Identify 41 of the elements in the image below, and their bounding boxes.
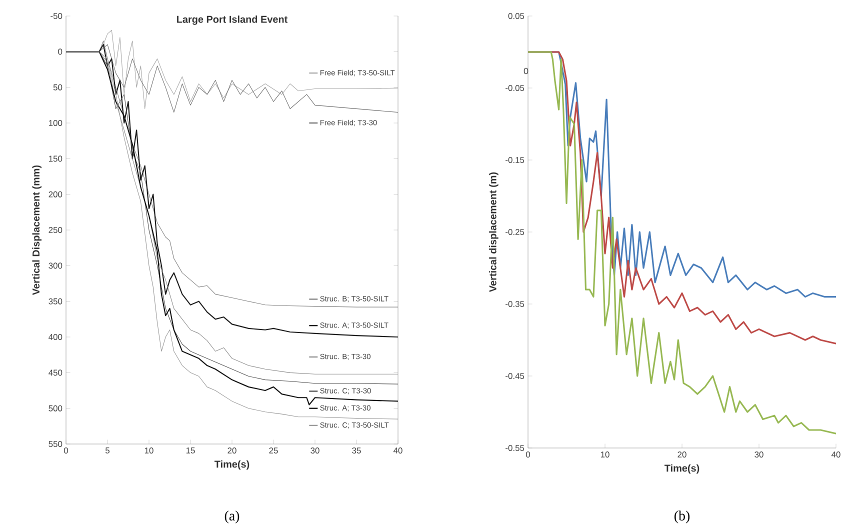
y-tick-label: 100 — [48, 120, 62, 126]
x-tick-label: 10 — [144, 448, 154, 454]
y-tick-label: 0 — [58, 48, 62, 55]
x-tick-label: 0 — [64, 448, 68, 454]
x-tick-label: 35 — [352, 448, 361, 454]
x-axis-title: Time(s) — [214, 460, 250, 470]
x-tick-label: 20 — [678, 452, 686, 458]
y-tick-label: 300 — [48, 262, 62, 269]
text: (a) — [224, 510, 240, 524]
y-axis-title: Vertical Displacement (mm) — [32, 165, 42, 295]
x-axis-title: Time(s) — [664, 464, 700, 474]
y-tick-label: 50 — [53, 84, 62, 90]
x-tick-label: 0 — [526, 452, 530, 458]
x-tick-label: 15 — [186, 448, 195, 454]
y-axis-title: Vertical displacement (m) — [489, 172, 498, 292]
y-tick-label: -0.25 — [506, 229, 524, 235]
y-tick-label: 200 — [48, 191, 62, 198]
y-tick-label: -0.45 — [506, 373, 524, 379]
y-tick-label: -0.35 — [506, 301, 524, 307]
y-tick-label: 400 — [48, 334, 62, 340]
x-tick-label: 30 — [754, 452, 764, 458]
x-tick-label: 5 — [105, 448, 110, 454]
x-tick-label: 30 — [310, 448, 320, 454]
y-tick-label: 0.05 — [508, 13, 524, 19]
x-tick-label: 40 — [831, 452, 840, 458]
y-tick-label: -50 — [50, 13, 62, 19]
x-tick-label: 10 — [600, 452, 610, 458]
y-tick-label: 350 — [48, 298, 62, 304]
y-tick-label: 250 — [48, 227, 62, 233]
chart-title: Large Port Island Event — [177, 16, 288, 25]
y-tick-label: 150 — [48, 156, 62, 162]
text: (b) — [674, 510, 690, 524]
y-tick-label: 450 — [48, 370, 62, 376]
y-tick-label: 500 — [48, 405, 62, 412]
y-tick-label: -0.15 — [506, 157, 524, 163]
x-tick-label: 20 — [228, 448, 236, 454]
y-tick-label: 550 — [48, 441, 62, 447]
x-tick-label: 25 — [269, 448, 278, 454]
y-tick-label: -0.05 — [506, 85, 524, 91]
x-tick-label: 40 — [393, 448, 402, 454]
y-tick-label: -0.55 — [506, 445, 524, 451]
